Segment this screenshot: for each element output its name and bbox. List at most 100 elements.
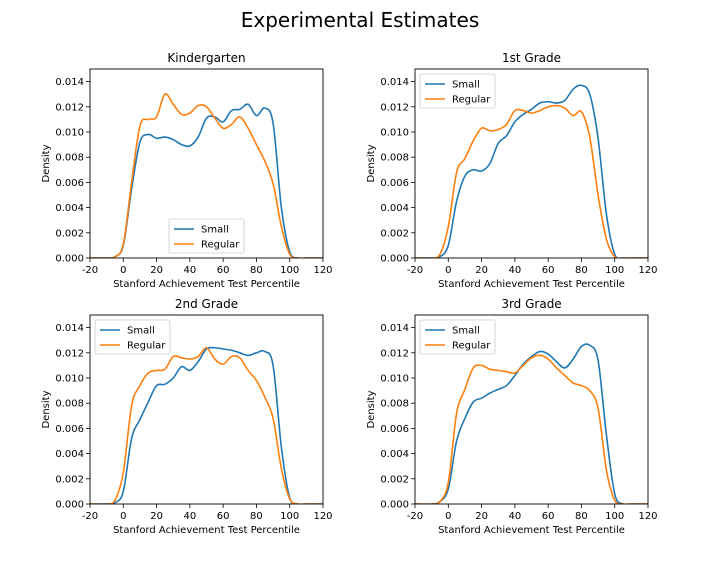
y-tick-label: 0.010 [380,374,409,385]
y-tick-label: 0.012 [380,102,409,113]
y-tick-label: 0.010 [55,128,84,139]
y-axis-label: Density [366,144,377,182]
x-tick-label: 120 [638,511,657,522]
x-axis-label: Stanford Achievement Test Percentile [113,525,300,536]
series-line-regular [90,93,323,258]
y-axis-label: Density [41,144,52,182]
x-tick-label: 20 [150,265,163,276]
y-tick-label: 0.014 [380,77,409,88]
y-tick-label: 0.002 [380,474,409,485]
legend: Small Regular [419,319,496,355]
series-line-regular [415,354,648,504]
x-tick-label: -20 [407,511,423,522]
y-tick-label: 0.012 [380,348,409,359]
x-tick-label: -20 [82,265,98,276]
figure-title: Experimental Estimates [241,8,480,32]
panel-title: 1st Grade [502,51,561,65]
legend-label: Regular [201,240,240,251]
x-tick-label: 80 [575,265,588,276]
series-line-regular [90,346,323,504]
panel-1: Kindergarten -20 0 20 40 60 80 100 120 0.000 0.002… [41,51,333,290]
y-tick-label: 0.006 [55,424,84,435]
x-tick-label: 100 [280,265,299,276]
y-tick-label: 0.010 [55,374,84,385]
legend-label: Small [452,80,480,91]
plot-frame [89,68,324,259]
panel-title: 3rd Grade [501,297,561,311]
panel-4: 3rd Grade -20 0 20 40 60 80 100 120 0.000 0.002 0.0… [366,297,658,536]
y-tick-label: 0.002 [55,228,84,239]
series-line-regular [415,104,648,258]
series-line-small [90,103,323,258]
x-tick-label: 120 [313,511,332,522]
y-tick-label: 0.014 [380,323,409,334]
panel-2: 1st Grade -20 0 20 40 60 80 100 120 0.000 0.002 0.0… [366,51,658,290]
x-tick-label: 80 [575,511,588,522]
y-tick-label: 0.008 [55,399,84,410]
y-tick-label: 0.014 [55,77,84,88]
y-tick-label: 0.006 [380,424,409,435]
y-tick-label: 0.004 [380,203,409,214]
plot-frame [414,68,649,259]
plot-frame [89,314,324,505]
legend-label: Small [201,225,229,236]
x-tick-label: 0 [120,511,126,522]
x-tick-label: 60 [542,265,555,276]
y-tick-label: 0.004 [55,203,84,214]
x-tick-label: -20 [82,511,98,522]
legend-label: Small [452,326,480,337]
panel-3: 2nd Grade -20 0 20 40 60 80 100 120 0.000 0.002 0.0… [41,297,333,536]
x-tick-label: 80 [250,511,263,522]
x-tick-label: 0 [445,511,451,522]
x-tick-label: 120 [638,265,657,276]
y-tick-label: 0.012 [55,102,84,113]
y-tick-label: 0.000 [55,254,84,265]
x-tick-label: 60 [542,511,555,522]
legend: Small Regular [168,218,245,254]
x-tick-label: 0 [445,265,451,276]
y-tick-label: 0.008 [380,399,409,410]
y-axis-label: Density [366,390,377,428]
legend: Small Regular [419,73,496,109]
y-tick-label: 0.004 [55,449,84,460]
y-tick-label: 0.014 [55,323,84,334]
panel-title: 2nd Grade [175,297,238,311]
x-tick-label: 60 [217,511,230,522]
x-axis-label: Stanford Achievement Test Percentile [113,279,300,290]
x-tick-label: 80 [250,265,263,276]
series-line-small [90,346,323,504]
x-tick-label: 20 [475,265,488,276]
y-tick-label: 0.004 [380,449,409,460]
plot-frame [414,314,649,505]
series-line-small [415,84,648,258]
y-tick-label: 0.010 [380,128,409,139]
x-axis-label: Stanford Achievement Test Percentile [438,525,625,536]
x-tick-label: 0 [120,265,126,276]
x-tick-label: 120 [313,265,332,276]
x-tick-label: 100 [280,511,299,522]
x-tick-label: 60 [217,265,230,276]
y-tick-label: 0.008 [380,153,409,164]
x-tick-label: 40 [508,265,521,276]
legend-label: Small [127,326,155,337]
x-axis-label: Stanford Achievement Test Percentile [438,279,625,290]
x-tick-label: 20 [475,511,488,522]
y-tick-label: 0.002 [55,474,84,485]
y-tick-label: 0.000 [380,254,409,265]
y-axis-label: Density [41,390,52,428]
x-tick-label: 100 [605,265,624,276]
y-tick-label: 0.012 [55,348,84,359]
y-tick-label: 0.006 [380,178,409,189]
x-tick-label: 40 [183,265,196,276]
legend-label: Regular [452,95,491,106]
y-tick-label: 0.000 [55,500,84,511]
y-tick-label: 0.008 [55,153,84,164]
y-tick-label: 0.006 [55,178,84,189]
legend: Small Regular [94,319,171,355]
x-tick-label: 20 [150,511,163,522]
y-tick-label: 0.000 [380,500,409,511]
x-tick-label: 40 [508,511,521,522]
panel-title: Kindergarten [167,51,245,65]
